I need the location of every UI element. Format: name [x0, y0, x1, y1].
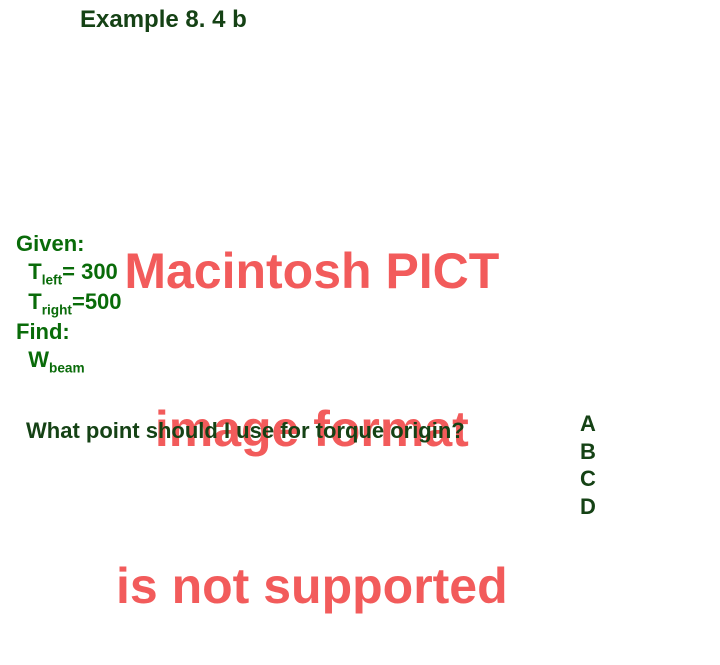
t-left-sub: left [42, 272, 62, 287]
given-label: Given: [16, 230, 122, 258]
find-label: Find: [16, 318, 122, 346]
given-block: Given: Tleft= 300 Tright=500 Find: Wbeam [16, 230, 122, 376]
option-d: D [580, 493, 596, 521]
w-sub: beam [49, 360, 85, 375]
t-right-line: Tright=500 [16, 288, 122, 318]
pict-line-1: Macintosh PICT [116, 245, 508, 298]
t-left-symbol: T [28, 259, 41, 284]
example-title: Example 8. 4 b [80, 6, 247, 34]
pict-placeholder: Macintosh PICT image format is not suppo… [116, 140, 508, 665]
t-right-symbol: T [28, 289, 41, 314]
w-beam-line: Wbeam [16, 346, 122, 376]
t-left-line: Tleft= 300 [16, 258, 122, 288]
option-c: C [580, 465, 596, 493]
pict-line-3: is not supported [116, 560, 508, 613]
option-a: A [580, 410, 596, 438]
t-left-value: = 300 [62, 259, 118, 284]
question-text: What point should I use for torque origi… [26, 418, 465, 444]
t-right-value: =500 [72, 289, 122, 314]
answer-options: A B C D [580, 410, 596, 520]
w-symbol: W [28, 347, 49, 372]
t-right-sub: right [42, 302, 72, 317]
option-b: B [580, 438, 596, 466]
